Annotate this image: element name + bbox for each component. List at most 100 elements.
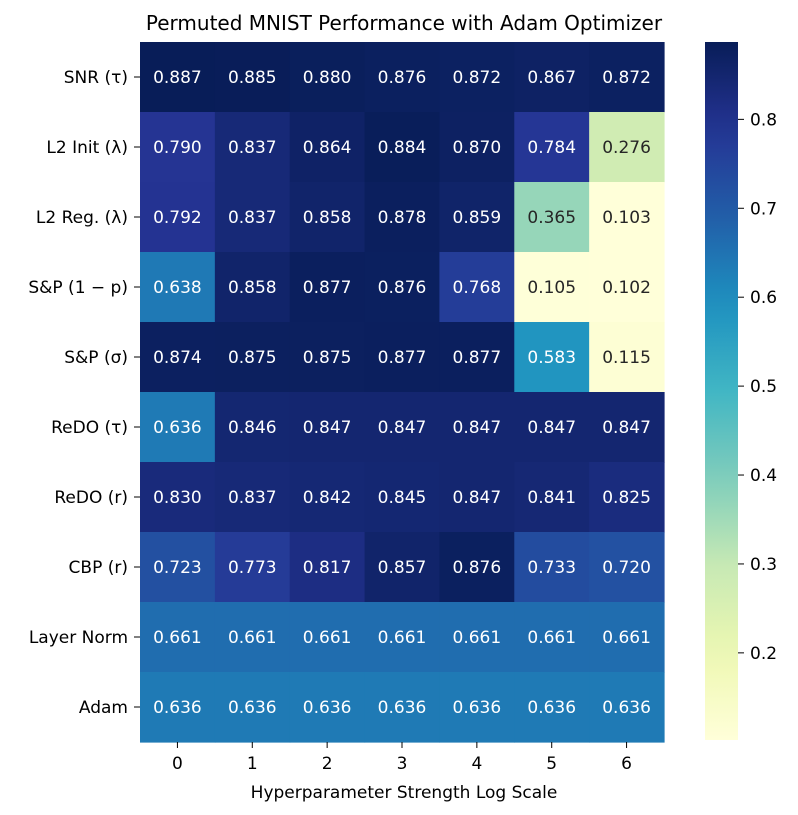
column-label: 2 xyxy=(322,754,333,774)
cell-value-label: 0.661 xyxy=(453,628,502,648)
column-label: 5 xyxy=(546,754,557,774)
heatmap-cell xyxy=(439,672,515,743)
heatmap-cell xyxy=(514,322,590,393)
heatmap-cell xyxy=(140,252,216,323)
heatmap-cell xyxy=(140,672,216,743)
cell-value-label: 0.661 xyxy=(602,628,651,648)
cell-value-label: 0.661 xyxy=(228,628,277,648)
cell-value-label: 0.859 xyxy=(453,208,502,228)
heatmap-cell xyxy=(214,392,291,463)
cell-value-label: 0.858 xyxy=(228,278,277,298)
heatmap-cell xyxy=(140,322,216,393)
cell-value-label: 0.636 xyxy=(602,698,651,718)
cell-value-label: 0.636 xyxy=(228,698,277,718)
heatmap-cell xyxy=(289,602,366,673)
cell-value-label: 0.636 xyxy=(453,698,502,718)
heatmap-cell xyxy=(214,322,291,393)
cell-value-label: 0.830 xyxy=(153,488,202,508)
heatmap-cell xyxy=(140,112,216,183)
row-label: S&P (σ) xyxy=(64,348,128,368)
heatmap-cell xyxy=(364,252,441,323)
column-label: 1 xyxy=(247,754,258,774)
cell-value-label: 0.636 xyxy=(153,418,202,438)
heatmap-cell xyxy=(364,532,441,603)
heatmap-cell xyxy=(439,602,515,673)
row-label: ReDO (τ) xyxy=(51,418,128,438)
heatmap-cell xyxy=(214,462,291,533)
heatmap-cell xyxy=(289,532,366,603)
cell-value-label: 0.661 xyxy=(527,628,576,648)
colorbar-tick-label: 0.3 xyxy=(750,555,777,575)
cell-value-label: 0.845 xyxy=(378,488,427,508)
cell-value-label: 0.847 xyxy=(602,418,651,438)
heatmap-cell xyxy=(140,462,216,533)
heatmap-cell xyxy=(140,602,216,673)
cell-value-label: 0.847 xyxy=(453,418,502,438)
cell-value-label: 0.661 xyxy=(378,628,427,648)
heatmap-cell xyxy=(364,462,441,533)
heatmap-cell xyxy=(289,252,366,323)
heatmap-cell xyxy=(289,672,366,743)
heatmap-cell xyxy=(214,532,291,603)
row-label: SNR (τ) xyxy=(64,68,128,88)
heatmap-cell xyxy=(289,42,366,113)
cell-value-label: 0.276 xyxy=(602,138,651,158)
colorbar: 0.2 0.3 0.4 0.5 0.6 0.7 0.8 xyxy=(705,42,777,740)
column-label: 4 xyxy=(471,754,482,774)
heatmap-cells: 0.887 0.885 0.880 0.876 0.872 0.867 0.872 0.790… xyxy=(140,42,665,743)
heatmap-cell xyxy=(289,182,366,253)
heatmap-cell xyxy=(439,392,515,463)
cell-value-label: 0.875 xyxy=(228,348,277,368)
heatmap-cell xyxy=(589,112,665,183)
cell-value-label: 0.841 xyxy=(527,488,576,508)
cell-value-label: 0.792 xyxy=(153,208,202,228)
cell-value-label: 0.877 xyxy=(453,348,502,368)
cell-value-label: 0.876 xyxy=(378,278,427,298)
cell-value-label: 0.875 xyxy=(303,348,352,368)
heatmap-cell xyxy=(214,672,291,743)
cell-value-label: 0.870 xyxy=(453,138,502,158)
heatmap-cell xyxy=(364,182,441,253)
cell-value-label: 0.720 xyxy=(602,558,651,578)
cell-value-label: 0.661 xyxy=(303,628,352,648)
cell-value-label: 0.825 xyxy=(602,488,651,508)
cell-value-label: 0.365 xyxy=(527,208,576,228)
cell-value-label: 0.872 xyxy=(602,68,651,88)
cell-value-label: 0.846 xyxy=(228,418,277,438)
heatmap-cell xyxy=(364,322,441,393)
heatmap-cell xyxy=(514,252,590,323)
row-label: Layer Norm xyxy=(29,628,128,648)
heatmap-cell xyxy=(289,462,366,533)
cell-value-label: 0.847 xyxy=(303,418,352,438)
heatmap-cell xyxy=(439,532,515,603)
cell-value-label: 0.885 xyxy=(228,68,277,88)
heatmap-cell xyxy=(289,392,366,463)
cell-value-label: 0.773 xyxy=(228,558,277,578)
colorbar-tick-label: 0.7 xyxy=(750,199,777,219)
heatmap-cell xyxy=(214,602,291,673)
cell-value-label: 0.847 xyxy=(453,488,502,508)
heatmap-cell xyxy=(514,532,590,603)
cell-value-label: 0.842 xyxy=(303,488,352,508)
heatmap-cell xyxy=(140,42,216,113)
cell-value-label: 0.867 xyxy=(527,68,576,88)
heatmap-cell xyxy=(589,182,665,253)
cell-value-label: 0.877 xyxy=(303,278,352,298)
column-label: 0 xyxy=(172,754,183,774)
heatmap-cell xyxy=(589,42,665,113)
cell-value-label: 0.583 xyxy=(527,348,576,368)
cell-value-label: 0.876 xyxy=(453,558,502,578)
heatmap-cell xyxy=(514,392,590,463)
heatmap-cell xyxy=(589,392,665,463)
cell-value-label: 0.638 xyxy=(153,278,202,298)
cell-value-label: 0.858 xyxy=(303,208,352,228)
cell-value-label: 0.847 xyxy=(378,418,427,438)
heatmap-cell xyxy=(439,42,515,113)
cell-value-label: 0.884 xyxy=(378,138,427,158)
colorbar-tick-label: 0.5 xyxy=(750,377,777,397)
row-label: L2 Init (λ) xyxy=(46,138,128,158)
cell-value-label: 0.105 xyxy=(527,278,576,298)
heatmap-cell xyxy=(439,462,515,533)
cell-value-label: 0.817 xyxy=(303,558,352,578)
